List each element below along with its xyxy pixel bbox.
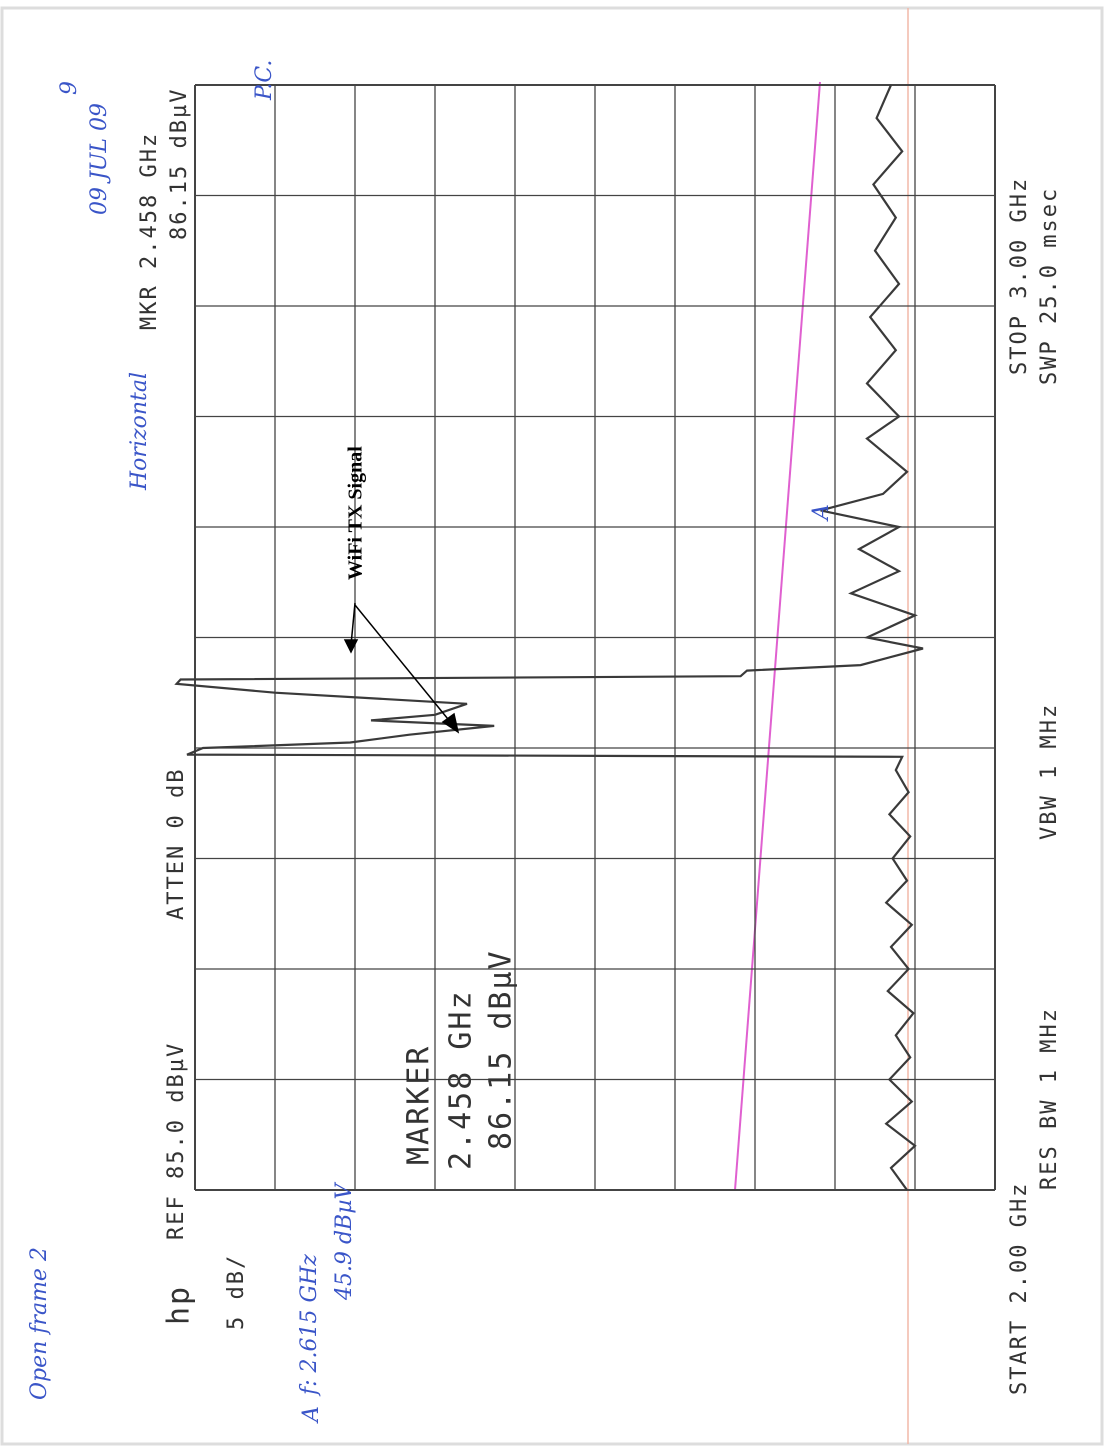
labels: hp REF 85.0 dBµV ATTEN 0 dB 5 dB/MKR 2.458 … xyxy=(27,60,1062,1424)
start-freq: START 2.00 GHz xyxy=(1007,1182,1032,1395)
stop-freq: STOP 3.00 GHz xyxy=(1007,177,1032,375)
arrowhead xyxy=(343,639,359,654)
arrow xyxy=(350,602,356,646)
marker-box-level: 86.15 dBµV xyxy=(484,949,519,1150)
handwritten-marker: A xyxy=(299,1406,324,1424)
handwritten-note: Open frame 2 xyxy=(27,1247,52,1400)
annotation: WiFi TX Signal xyxy=(345,446,367,580)
res-bw: RES BW 1 MHz xyxy=(1037,1007,1062,1190)
scan-border xyxy=(0,6,1104,1446)
marker-level: 86.15 dBµV xyxy=(167,88,192,240)
trace xyxy=(174,84,924,1191)
handwritten-marker: A xyxy=(809,504,834,522)
vbw: VBW 1 MHz xyxy=(1037,703,1062,840)
handwritten-note: Horizontal xyxy=(127,372,152,491)
handwritten-note: 45.9 dBµV xyxy=(332,1181,357,1301)
attenuation: ATTEN 0 dB xyxy=(164,768,189,920)
grid xyxy=(194,84,996,1191)
sweep-time: SWP 25.0 msec xyxy=(1037,187,1062,385)
marker-title: MARKER xyxy=(402,1045,437,1165)
logo: hp xyxy=(162,1285,197,1325)
scale: 5 dB/ xyxy=(224,1254,249,1330)
arrowhead xyxy=(441,712,460,734)
marker-box-freq: 2.458 GHz xyxy=(444,989,479,1170)
handwritten-note: f: 2.615 GHz xyxy=(297,1254,322,1397)
display-line xyxy=(734,81,821,1191)
arrows xyxy=(343,602,460,734)
handwritten-initials: P.C. xyxy=(252,60,277,101)
ref-level: REF 85.0 dBµV xyxy=(164,1042,189,1240)
marker-freq: MKR 2.458 GHz xyxy=(137,132,162,330)
handwritten-page: 9 xyxy=(57,81,82,95)
trace-group xyxy=(174,84,924,1191)
arrow xyxy=(354,604,453,725)
handwritten-date: 09 JUL 09 xyxy=(87,103,112,215)
